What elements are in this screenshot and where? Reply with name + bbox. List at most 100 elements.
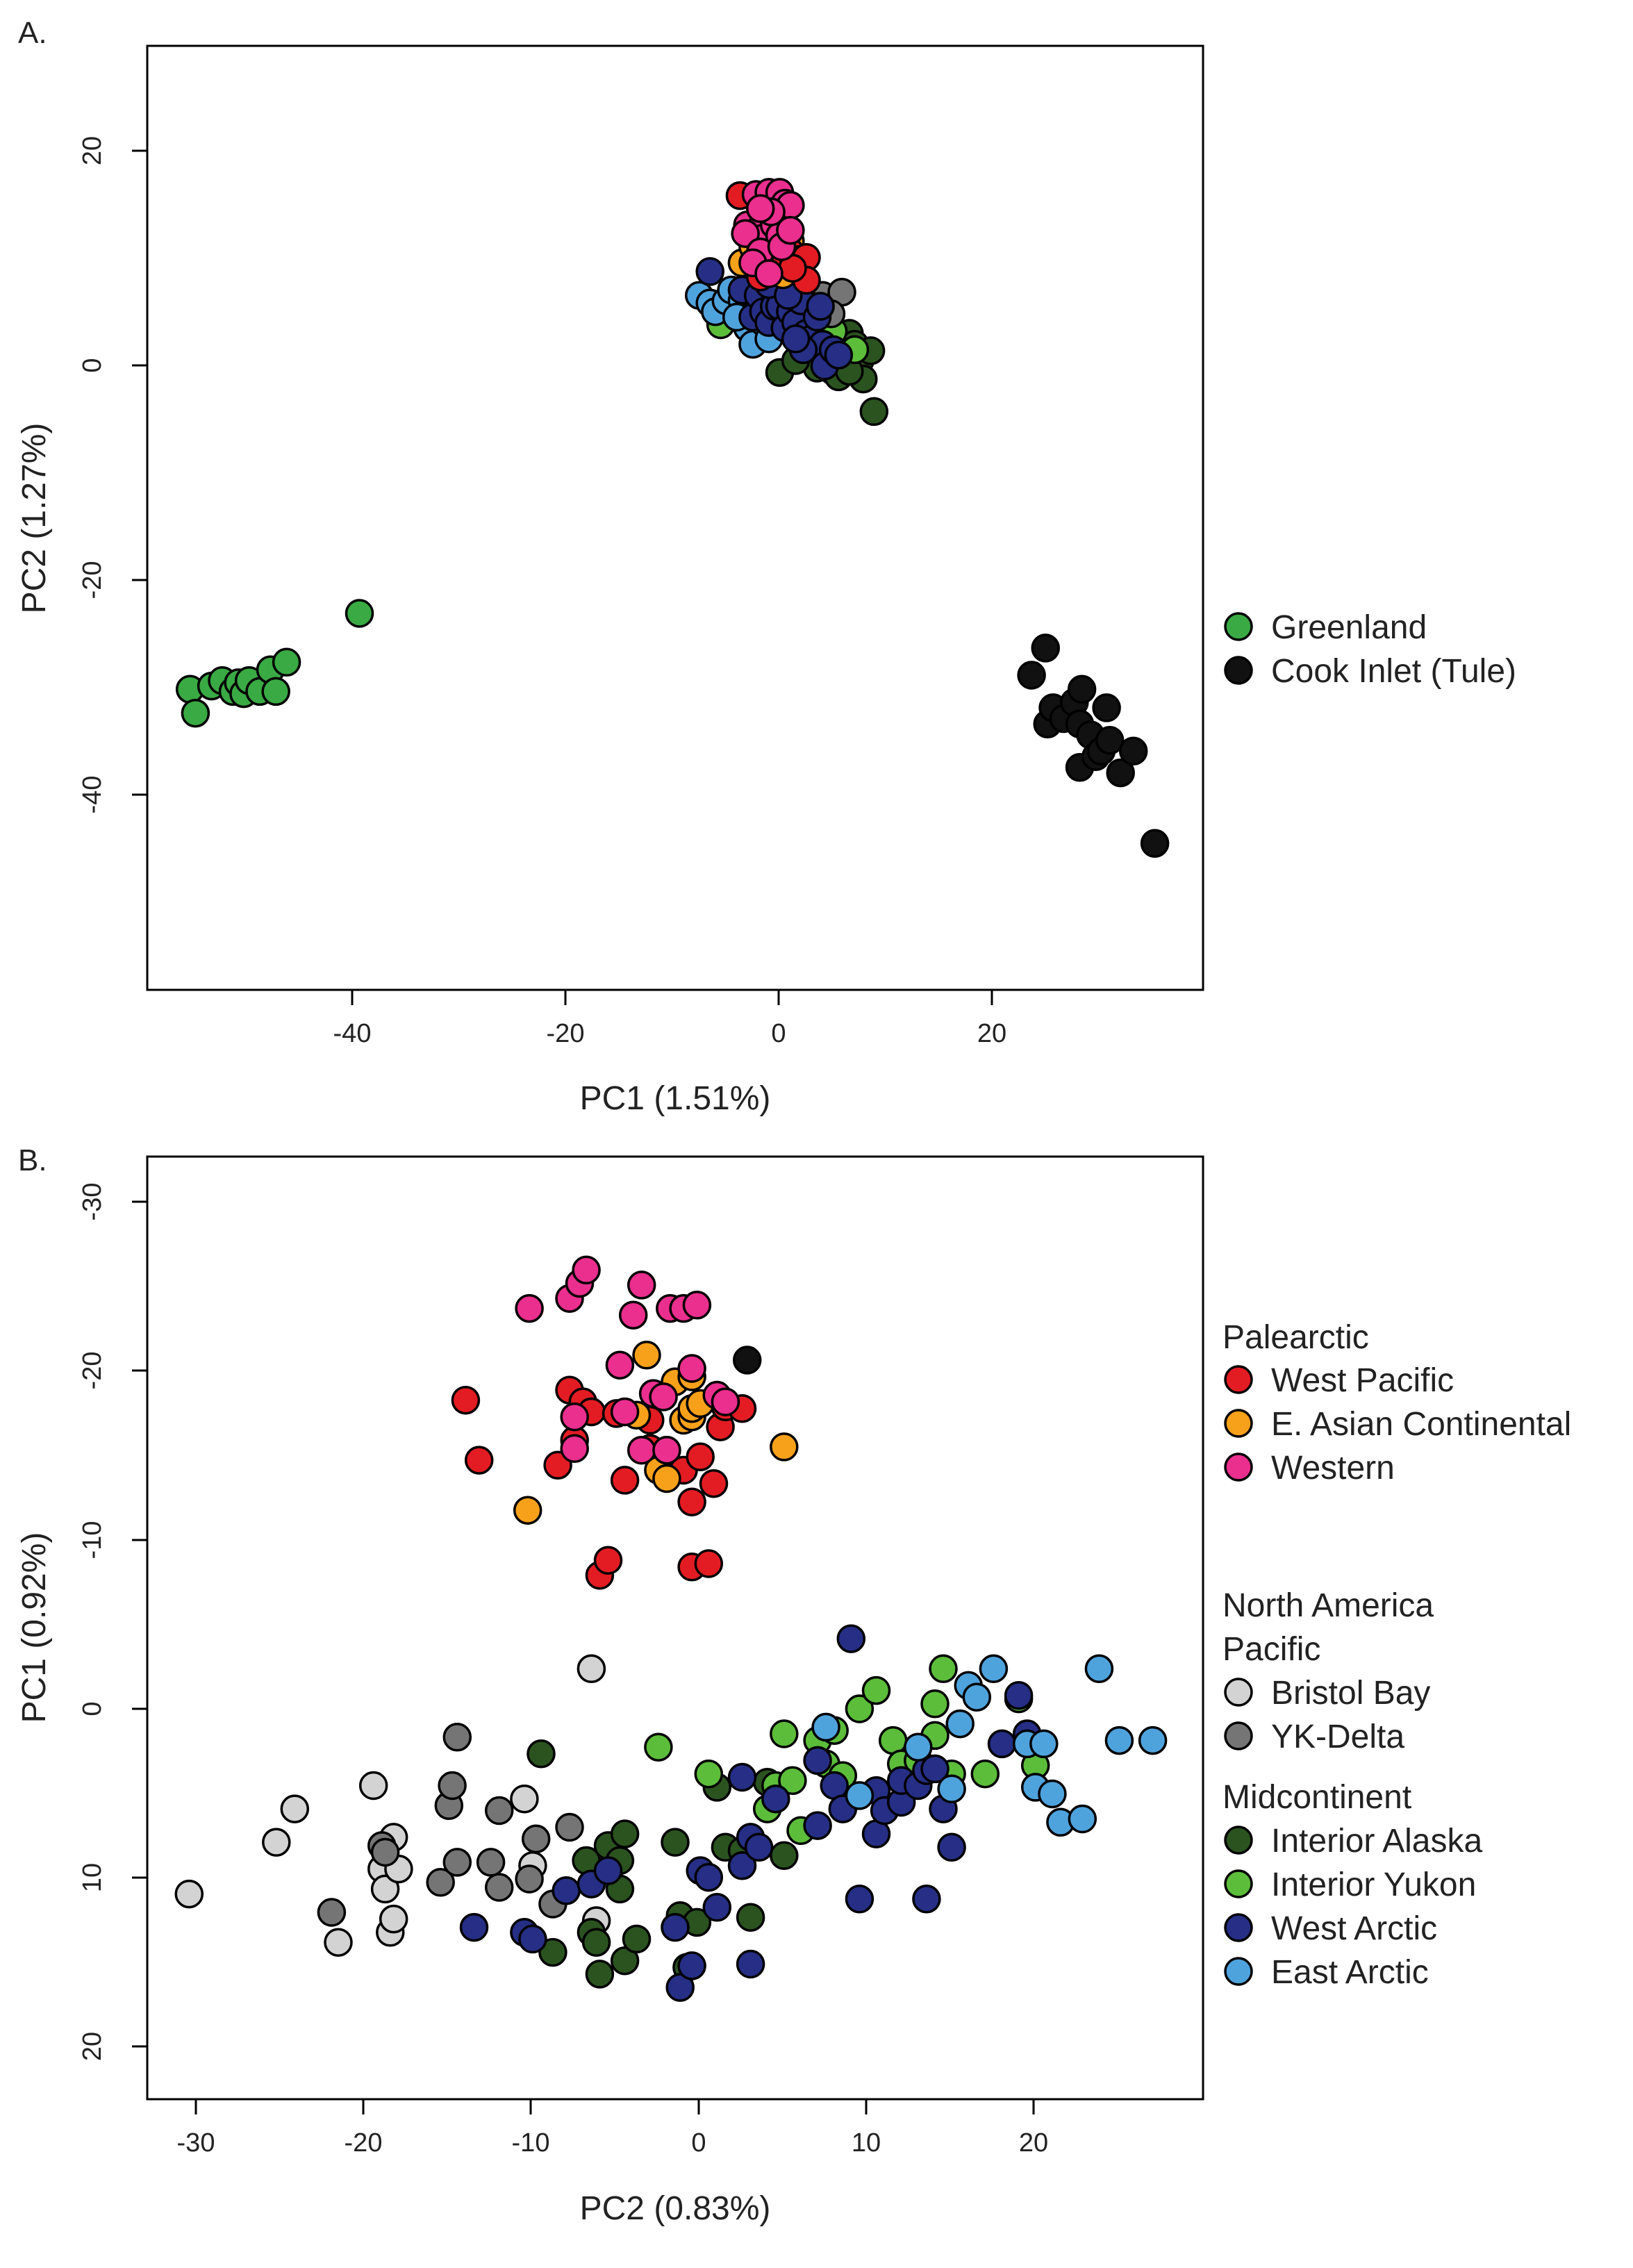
point-yk-delta: [521, 1824, 551, 1854]
point-west-arctic: [761, 1784, 790, 1814]
point-interior-alaska: [610, 1819, 640, 1848]
point-western: [605, 1350, 635, 1380]
panel-b-axes: -30 -20 -10 0 10 20 -30 -20 -10 0 10 20: [78, 1183, 1048, 2158]
point-interior-alaska: [538, 1937, 567, 1967]
panel-a-y-tick-label: 0: [78, 358, 107, 372]
point-west-pacific: [694, 1549, 724, 1578]
point-western: [560, 1434, 589, 1464]
panel-b-label: B.: [18, 1143, 47, 1177]
point-cook-inlet-tule: [1017, 661, 1046, 690]
point-interior-yukon: [694, 1759, 724, 1789]
legend-swatch-interior-alaska: [1224, 1826, 1253, 1855]
point-greenland: [181, 698, 210, 728]
legend-heading-pacific: Pacific: [1222, 1631, 1320, 1668]
point-western: [754, 259, 784, 288]
panel-b-x-tick-label: -10: [512, 2128, 550, 2158]
point-west-pacific: [699, 1468, 729, 1498]
point-west-arctic: [920, 1754, 950, 1784]
point-interior-yukon: [770, 1719, 799, 1748]
panel-b-x-tick-label: 0: [691, 2128, 706, 2158]
point-interior-yukon: [644, 1732, 673, 1762]
point-interior-yukon: [929, 1654, 958, 1684]
point-bristol-bay: [174, 1879, 204, 1909]
point-e-asian-continental: [770, 1432, 799, 1462]
point-western: [711, 1387, 740, 1416]
panel-b-x-tick-label: 10: [852, 2128, 881, 2158]
panel-b-plot-frame: [146, 1155, 1204, 2101]
point-interior-alaska: [770, 1841, 799, 1871]
point-west-pacific: [610, 1466, 640, 1495]
point-greenland: [345, 599, 374, 628]
point-e-asian-continental: [652, 1464, 681, 1493]
point-cook-inlet-tule: [1031, 634, 1060, 663]
panel-b-y-tick-label: -20: [78, 1352, 107, 1390]
panel-b-y-axis-title: PC1 (0.92%): [16, 1532, 53, 1723]
panel-a-plot-frame: [146, 44, 1204, 991]
point-yk-delta: [438, 1771, 467, 1801]
point-interior-alaska: [527, 1739, 556, 1769]
point-yk-delta: [317, 1898, 347, 1927]
point-west-arctic: [694, 1862, 724, 1892]
point-east-arctic: [962, 1682, 992, 1712]
point-west-arctic: [806, 292, 835, 321]
point-yk-delta: [555, 1812, 584, 1842]
legend-label-bristol-bay: Bristol Bay: [1271, 1675, 1430, 1712]
panel-a-y-tick-label: -40: [78, 776, 107, 814]
point-west-arctic: [937, 1832, 966, 1862]
point-bristol-bay: [324, 1928, 353, 1957]
point-cook-inlet-tule: [1140, 829, 1170, 858]
point-west-pacific: [677, 1487, 706, 1516]
point-western: [649, 1382, 678, 1412]
point-west-arctic: [744, 1832, 774, 1862]
point-west-arctic: [593, 1856, 623, 1885]
panel-a-legend: Greenland Cook Inlet (Tule): [1224, 609, 1516, 690]
point-interior-yukon: [845, 1694, 874, 1723]
point-west-arctic: [736, 1949, 765, 1979]
panel-a-x-tick-label: 20: [977, 1019, 1006, 1048]
legend-label-east-arctic: East Arctic: [1271, 1954, 1429, 1991]
panel-b-y-tick-label: 20: [78, 2032, 107, 2061]
point-yk-delta: [370, 1837, 400, 1867]
point-greenland: [272, 647, 301, 677]
point-cook-inlet-tule: [1106, 758, 1135, 788]
legend-swatch-greenland: [1224, 612, 1253, 641]
panel-a-x-tick-label: 0: [771, 1019, 786, 1048]
point-west-arctic: [727, 1762, 757, 1792]
point-east-arctic: [845, 1781, 874, 1810]
point-west-arctic: [661, 1912, 690, 1942]
point-west-pacific: [686, 1442, 715, 1472]
panel-a-x-axis-title: PC1 (1.51%): [580, 1080, 771, 1117]
legend-label-greenland: Greenland: [1271, 609, 1427, 646]
point-western: [682, 1291, 712, 1320]
legend-label-west-arctic: West Arctic: [1271, 1910, 1437, 1947]
point-west-arctic: [459, 1912, 489, 1942]
point-interior-alaska: [585, 1960, 615, 1989]
legend-label-e-asian-continental: E. Asian Continental: [1271, 1406, 1571, 1443]
point-western: [572, 1255, 601, 1285]
panel-b-y-tick-label: -30: [78, 1183, 107, 1221]
point-east-arctic: [945, 1709, 975, 1739]
panel-a-y-axis-title: PC2 (1.27%): [16, 423, 53, 614]
point-yk-delta: [515, 1864, 544, 1894]
point-western: [731, 219, 760, 248]
legend-swatch-cook-inlet: [1224, 656, 1253, 685]
point-cook-inlet-tule: [1067, 674, 1097, 704]
point-western: [610, 1397, 640, 1427]
panel-b-y-tick-label: 10: [78, 1863, 107, 1892]
legend-heading-palearctic: Palearctic: [1222, 1319, 1369, 1356]
point-east-arctic: [1104, 1725, 1134, 1755]
point-yk-delta: [442, 1848, 472, 1877]
point-western: [627, 1270, 656, 1300]
point-west-arctic: [677, 1951, 706, 1980]
point-cook-inlet-tule: [732, 1346, 762, 1375]
point-bristol-bay: [262, 1828, 291, 1857]
point-west-arctic: [552, 1876, 581, 1905]
point-west-arctic: [803, 1746, 832, 1776]
point-interior-alaska: [581, 1928, 611, 1957]
point-interior-yukon: [970, 1759, 1000, 1789]
panel-b-legend: Palearctic West Pacific E. Asian Contine…: [1222, 1319, 1571, 1991]
point-east-arctic: [1138, 1725, 1168, 1755]
point-west-arctic: [824, 340, 854, 370]
point-bristol-bay: [370, 1874, 400, 1904]
